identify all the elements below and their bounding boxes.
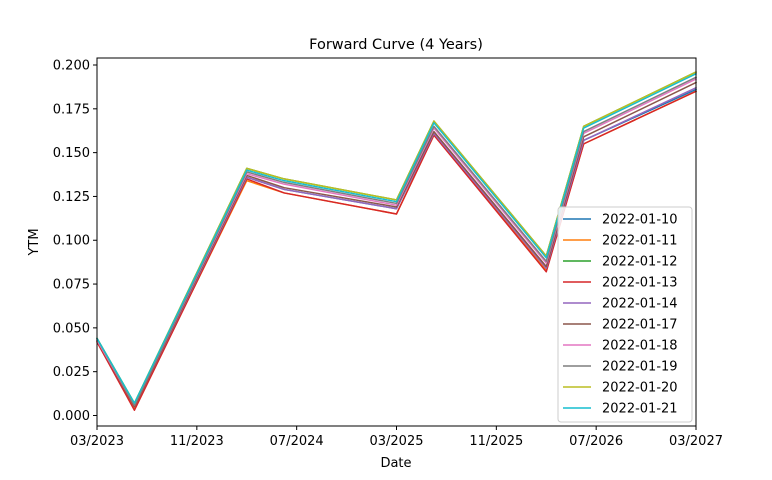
- y-axis-label: YTM: [27, 228, 42, 256]
- y-tick-label: 0.075: [53, 278, 90, 293]
- chart-title: Forward Curve (4 Years): [309, 37, 483, 53]
- legend-label: 2022-01-14: [602, 297, 678, 312]
- y-tick-label: 0.100: [53, 234, 90, 249]
- series-line-2022-01-19: [95, 76, 698, 406]
- y-tick-label: 0.050: [53, 321, 90, 336]
- legend-label: 2022-01-21: [602, 402, 678, 417]
- x-axis-label: Date: [380, 456, 411, 471]
- y-tick-label: 0.200: [53, 59, 90, 74]
- x-tick-label: 07/2026: [569, 434, 623, 449]
- legend-label: 2022-01-11: [602, 234, 678, 249]
- legend-label: 2022-01-20: [602, 381, 678, 396]
- legend-label: 2022-01-10: [602, 213, 678, 228]
- series-lines: [95, 71, 698, 411]
- x-tick-label: 03/2027: [669, 434, 723, 449]
- x-tick-label: 11/2025: [469, 434, 523, 449]
- y-axis: 0.000 0.025 0.050 0.075 0.100 0.125 0.150 0.175…: [53, 59, 97, 424]
- y-tick-label: 0.025: [53, 365, 90, 380]
- x-tick-label: 03/2025: [369, 434, 423, 449]
- series-line-2022-01-13: [95, 90, 697, 411]
- y-tick-label: 0.150: [53, 146, 90, 161]
- legend-label: 2022-01-19: [602, 360, 678, 375]
- legend-label: 2022-01-18: [602, 339, 678, 354]
- x-axis: 03/2023 11/2023 07/2024 03/2025 11/2025 07/20…: [70, 426, 723, 449]
- legend: 2022-01-10 2022-01-11 2022-01-12 2022-01-13…: [557, 206, 693, 423]
- legend-box: [557, 206, 693, 423]
- y-tick-label: 0.000: [53, 409, 90, 424]
- x-tick-label: 07/2024: [270, 434, 324, 449]
- x-tick-label: 11/2023: [170, 434, 224, 449]
- x-tick-label: 03/2023: [70, 434, 124, 449]
- legend-label: 2022-01-17: [602, 318, 678, 333]
- y-tick-label: 0.175: [53, 102, 90, 117]
- series-line-2022-01-17: [95, 81, 698, 408]
- legend-label: 2022-01-12: [602, 255, 678, 270]
- y-tick-label: 0.125: [53, 190, 90, 205]
- legend-label: 2022-01-13: [602, 276, 678, 291]
- series-line-2022-01-21: [95, 72, 698, 404]
